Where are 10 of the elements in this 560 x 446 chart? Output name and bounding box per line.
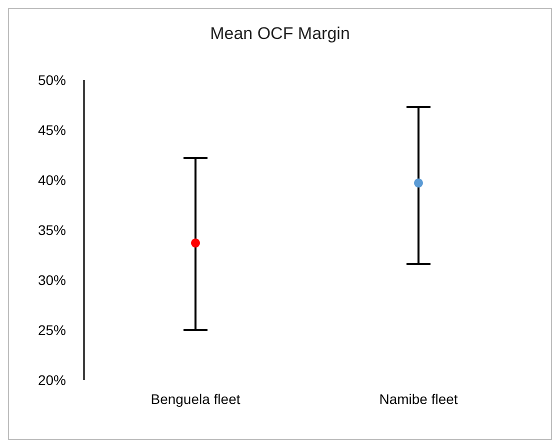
y-tick-label: 35% [38, 222, 66, 238]
x-tick-label: Namibe fleet [379, 390, 458, 407]
y-tick-label: 30% [38, 272, 66, 288]
x-tick-label: Benguela fleet [150, 390, 240, 407]
y-tick-label: 40% [38, 172, 66, 188]
y-tick-label: 50% [38, 72, 66, 88]
y-tick-label: 25% [38, 322, 66, 338]
chart-title: Mean OCF Margin [209, 24, 351, 44]
y-tick-label: 20% [38, 372, 66, 388]
y-tick-label: 45% [38, 122, 66, 138]
